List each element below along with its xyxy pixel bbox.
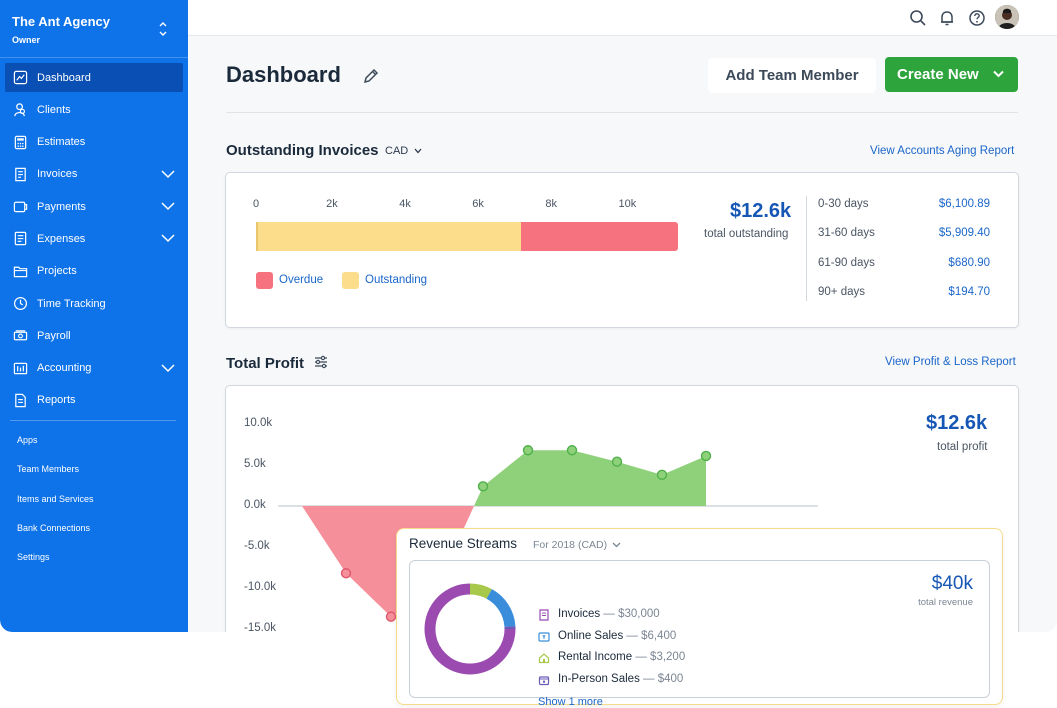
donut-segment[interactable] (489, 594, 510, 627)
store-icon (538, 674, 550, 686)
profit-data-point[interactable] (658, 470, 667, 479)
revenue-item-invoices[interactable]: Invoices — $30,000 (558, 608, 660, 620)
revenue-item-online-sales[interactable]: Online Sales — $6,400 (558, 630, 676, 642)
profit-data-point[interactable] (479, 482, 488, 491)
total-profit-value: $12.6k (926, 412, 987, 435)
profit-data-point[interactable] (702, 451, 711, 460)
revenue-item-label: Online Sales (558, 630, 623, 642)
revenue-item-amount: — $6,400 (626, 630, 676, 642)
house-icon (538, 652, 550, 664)
invoice-icon (538, 609, 550, 621)
total-profit-label: total profit (937, 441, 988, 453)
revenue-streams-card: Revenue Streams For 2018 (CAD) Invoices … (396, 528, 1003, 705)
chevron-down-icon (612, 542, 621, 548)
profit-data-point[interactable] (613, 457, 622, 466)
revenue-period-label: For 2018 (CAD) (533, 539, 607, 551)
total-revenue-label: total revenue (918, 597, 973, 608)
profit-data-point[interactable] (387, 612, 396, 621)
revenue-item-in-person-sales[interactable]: In-Person Sales — $400 (558, 673, 683, 685)
total-revenue-value: $40k (932, 573, 973, 595)
revenue-item-label: Rental Income (558, 651, 632, 663)
profit-data-point[interactable] (568, 446, 577, 455)
revenue-item-amount: — $400 (643, 673, 683, 685)
revenue-item-rental-income[interactable]: Rental Income — $3,200 (558, 651, 685, 663)
donut-segment[interactable] (470, 589, 489, 594)
revenue-donut-chart (422, 581, 518, 677)
revenue-period-select[interactable]: For 2018 (CAD) (533, 539, 621, 551)
profit-data-point[interactable] (342, 569, 351, 578)
revenue-item-amount: — $3,200 (635, 651, 685, 663)
show-more-link[interactable]: Show 1 more (538, 696, 603, 708)
revenue-item-amount: — $30,000 (603, 608, 659, 620)
profit-data-point[interactable] (524, 446, 533, 455)
online-icon (538, 631, 550, 643)
revenue-item-label: In-Person Sales (558, 673, 640, 685)
revenue-item-label: Invoices (558, 608, 600, 620)
revenue-breakdown-panel: Invoices — $30,000 Online Sales — $6,400… (409, 560, 990, 698)
revenue-streams-title: Revenue Streams (409, 536, 517, 551)
profit-area (474, 450, 706, 506)
